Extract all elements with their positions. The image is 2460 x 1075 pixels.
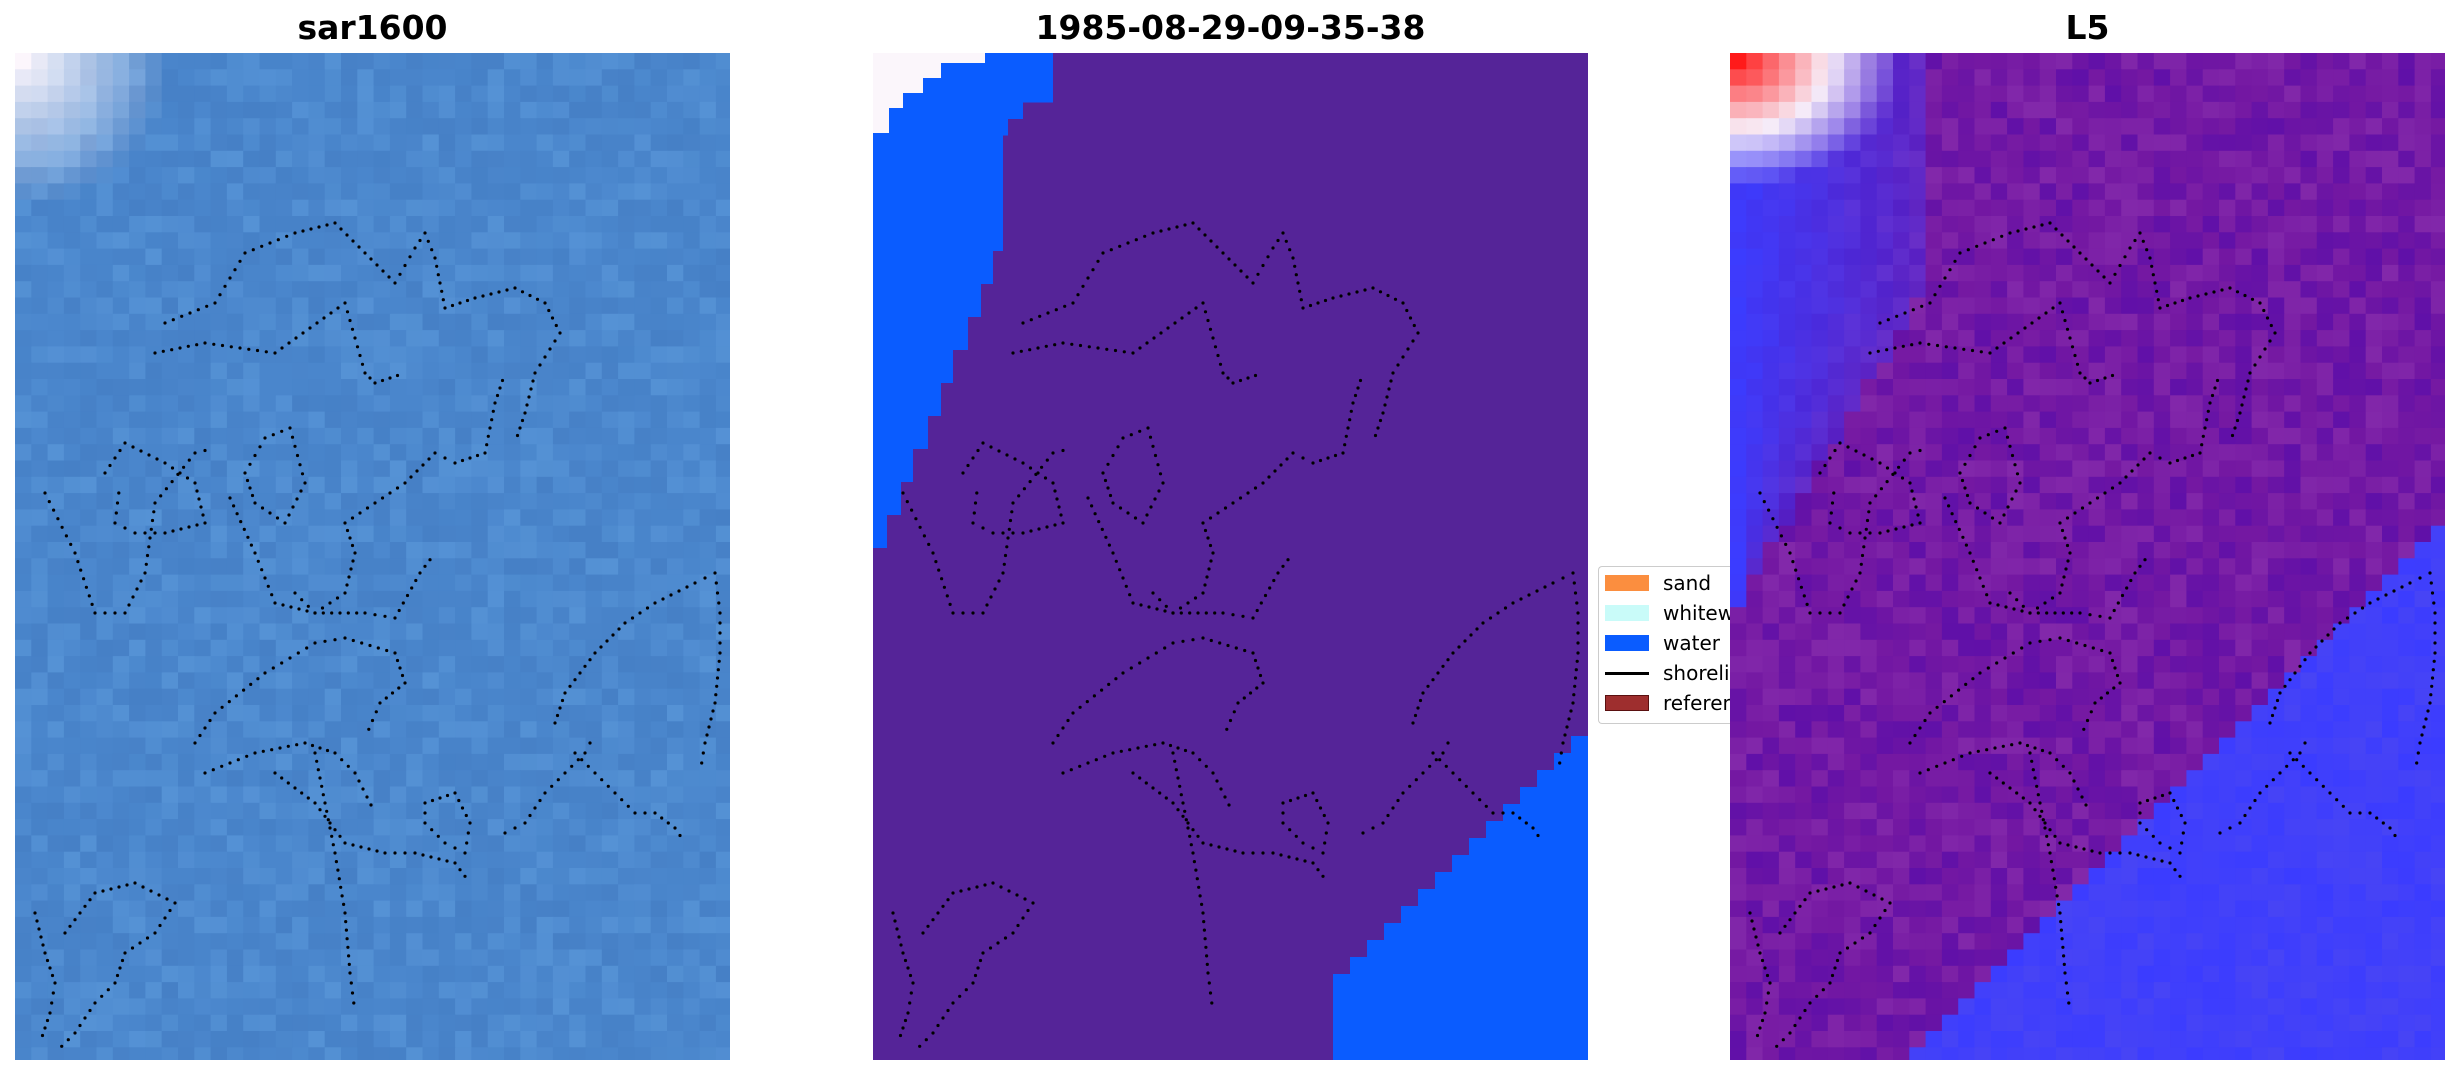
legend-label-sand: sand xyxy=(1663,571,1712,595)
shoreline-dots xyxy=(891,221,1580,1048)
panel-title-classified: 1985-08-29-09-35-38 xyxy=(1035,8,1426,47)
whitewater-swatch xyxy=(1605,605,1649,621)
whitewater-class xyxy=(873,53,985,63)
whitewater-class xyxy=(873,93,903,108)
legend-item-reference: reference xyxy=(1605,690,1730,716)
shoreline-dots xyxy=(1748,221,2437,1048)
legend-item-shoreline: shoreline xyxy=(1605,660,1730,686)
legend-label-reference: reference xyxy=(1663,691,1730,715)
panel-title-sar: sar1600 xyxy=(297,8,448,47)
legend-label-water: water xyxy=(1663,631,1720,655)
shoreline-swatch xyxy=(1605,671,1649,675)
water-swatch xyxy=(1605,635,1649,651)
sar-image-panel xyxy=(15,53,730,1060)
water-class-right xyxy=(1333,736,1588,1060)
shoreline-dots xyxy=(33,221,722,1048)
water-class-left xyxy=(873,53,1053,565)
whitewater-class xyxy=(873,78,923,93)
whitewater-class xyxy=(873,108,889,133)
classified-image-panel xyxy=(873,53,1588,1060)
index-image xyxy=(1730,53,2445,1060)
sar-image xyxy=(15,53,730,1060)
reference-swatch xyxy=(1605,695,1649,711)
classified-image xyxy=(873,53,1588,1060)
index-image-panel xyxy=(1730,53,2445,1060)
sand-swatch xyxy=(1605,575,1649,591)
legend-label-shoreline: shoreline xyxy=(1663,661,1730,685)
whitewater-class xyxy=(873,63,941,78)
panel-title-index: L5 xyxy=(2065,8,2110,47)
legend-item-sand: sand xyxy=(1605,570,1711,596)
legend-item-water: water xyxy=(1605,630,1720,656)
